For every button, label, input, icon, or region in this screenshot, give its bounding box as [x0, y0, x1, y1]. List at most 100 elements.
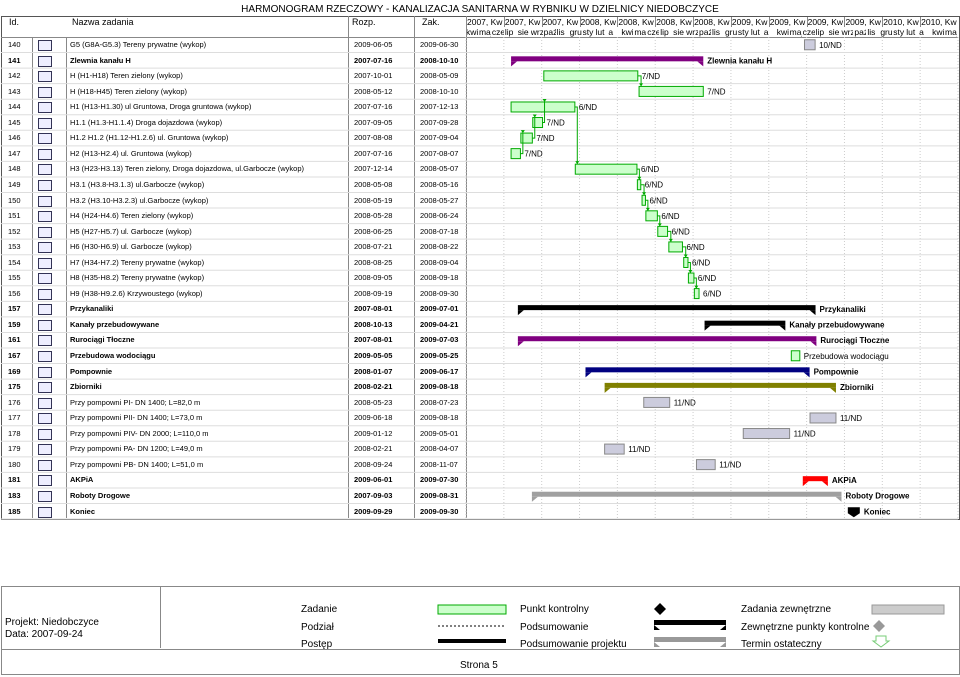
- row-start-date: 2008-09-05: [354, 273, 393, 283]
- task-notes-icon[interactable]: [38, 71, 52, 83]
- row-start-date: 2009-01-12: [354, 428, 393, 438]
- row-id: 154: [8, 257, 21, 267]
- task-notes-icon[interactable]: [38, 506, 52, 518]
- task-notes-icon[interactable]: [38, 459, 52, 471]
- dependency-arrow: [637, 75, 642, 87]
- row-end-date: 2009-07-30: [420, 475, 459, 485]
- task-notes-icon[interactable]: [38, 288, 52, 300]
- row-task-name: Zbiorniki: [70, 382, 102, 392]
- task-bar: [683, 256, 689, 268]
- timeline-month-cell: paź: [854, 27, 867, 37]
- row-task-name: Przebudowa wodociągu: [70, 351, 156, 360]
- task-notes-icon[interactable]: [38, 102, 52, 114]
- summary-cap-left: [517, 310, 524, 316]
- row-end-date: 2008-07-18: [420, 226, 459, 236]
- row-start-date: 2008-08-25: [354, 257, 393, 267]
- timeline-month-cell: cze: [802, 27, 815, 37]
- task-notes-icon[interactable]: [38, 164, 52, 176]
- task-notes-icon[interactable]: [38, 413, 52, 425]
- task-notes-icon[interactable]: [38, 226, 52, 238]
- summary-cap-left: [704, 325, 711, 331]
- task-notes-icon[interactable]: [38, 148, 52, 160]
- timeline-month-cell: gru: [880, 27, 893, 37]
- task-notes-icon[interactable]: [38, 257, 52, 269]
- bar-label: Pompownie: [814, 367, 859, 376]
- row-id: 144: [8, 102, 21, 112]
- task-notes-icon[interactable]: [38, 211, 52, 223]
- timeline-month-cell: lis: [867, 27, 876, 37]
- task-notes-icon[interactable]: [38, 195, 52, 207]
- separator: [414, 16, 415, 518]
- row-end-date: 2007-08-07: [420, 148, 459, 158]
- external-task-bar: [643, 396, 671, 408]
- task-notes-icon[interactable]: [38, 304, 52, 316]
- task-notes-icon[interactable]: [38, 444, 52, 456]
- task-bar: [645, 210, 658, 222]
- row-start-date: 2007-07-16: [354, 102, 393, 112]
- row-end-date: 2009-06-17: [420, 366, 459, 376]
- timeline-month-cell: sie: [828, 27, 840, 37]
- row-task-name: Pompownie: [70, 366, 113, 376]
- task-notes-icon[interactable]: [38, 179, 52, 191]
- task-notes-icon[interactable]: [38, 366, 52, 378]
- bar-label: 6/ND: [579, 103, 597, 112]
- external-task-bar: [604, 443, 625, 455]
- row-end-date: 2009-08-31: [420, 490, 459, 500]
- row-start-date: 2008-05-12: [354, 86, 393, 96]
- task-notes-icon[interactable]: [38, 428, 52, 440]
- legend-symbol-summary: [654, 620, 726, 625]
- task-notes-icon[interactable]: [38, 40, 52, 51]
- dependency-arrow: [667, 230, 672, 242]
- row-start-date: 2008-10-13: [354, 319, 393, 329]
- task-notes-icon[interactable]: [38, 351, 52, 362]
- task-notes-icon[interactable]: [38, 242, 52, 254]
- task-bar: [668, 241, 683, 253]
- row-start-date: 2008-06-25: [354, 226, 393, 236]
- row-end-date: 2009-09-30: [420, 506, 459, 516]
- dependency-arrowhead: [542, 98, 547, 102]
- legend-symbol-project-summary: [654, 637, 726, 642]
- page-title: HARMONOGRAM RZECZOWY - KANALIZACJA SANIT…: [241, 4, 719, 15]
- task-notes-icon[interactable]: [38, 397, 52, 409]
- row-id: 148: [8, 164, 21, 174]
- timeline-month-cell: wrz: [686, 27, 699, 37]
- task-notes-icon[interactable]: [38, 475, 52, 487]
- dependency-arrow: [636, 168, 640, 180]
- bar-label: Kanały przebudowywane: [789, 321, 885, 330]
- summary-bar: [704, 320, 786, 326]
- timeline-month-cell: maj: [789, 27, 802, 37]
- task-bar: [641, 194, 646, 206]
- row-id: 153: [8, 242, 21, 252]
- timeline-month-cell: sty: [737, 27, 749, 37]
- timeline-year-cell: 2008, Kw: [655, 17, 692, 27]
- task-notes-icon[interactable]: [38, 117, 52, 129]
- task-notes-icon[interactable]: [38, 335, 52, 347]
- task-bar: [657, 225, 669, 237]
- row-end-date: 2009-08-18: [420, 382, 459, 392]
- row-start-date: 2008-05-19: [354, 195, 393, 205]
- bar-label: Przebudowa wodociągu: [804, 352, 889, 361]
- row-end-date: 2009-04-21: [420, 319, 459, 329]
- timeline-month-cell: kwi: [776, 27, 789, 37]
- task-notes-icon[interactable]: [38, 86, 52, 98]
- row-id: 147: [8, 148, 21, 158]
- task-notes-icon[interactable]: [38, 382, 52, 394]
- bar-label: 6/ND: [698, 274, 716, 283]
- row-id: 181: [8, 475, 21, 485]
- task-notes-icon[interactable]: [38, 490, 52, 502]
- task-notes-icon[interactable]: [38, 273, 52, 285]
- col-header-id: Id.: [9, 17, 20, 27]
- row-start-date: 2007-08-01: [354, 304, 393, 314]
- bar-label: 7/ND: [524, 150, 542, 159]
- external-task-bar: [809, 412, 837, 424]
- timeline-month-cell: cze: [491, 27, 504, 37]
- task-notes-icon[interactable]: [38, 133, 52, 145]
- separator: [466, 16, 467, 518]
- row-start-date: 2008-02-21: [354, 444, 393, 454]
- summary-cap-right: [697, 61, 704, 67]
- task-notes-icon[interactable]: [38, 55, 52, 67]
- summary-cap-right: [803, 372, 810, 378]
- row-task-name: Przy pompowni PI- DN 1400; L=82,0 m: [70, 397, 201, 407]
- row-task-name: H (H18-H45) Teren zielony (wykop): [70, 86, 187, 96]
- task-notes-icon[interactable]: [38, 319, 52, 331]
